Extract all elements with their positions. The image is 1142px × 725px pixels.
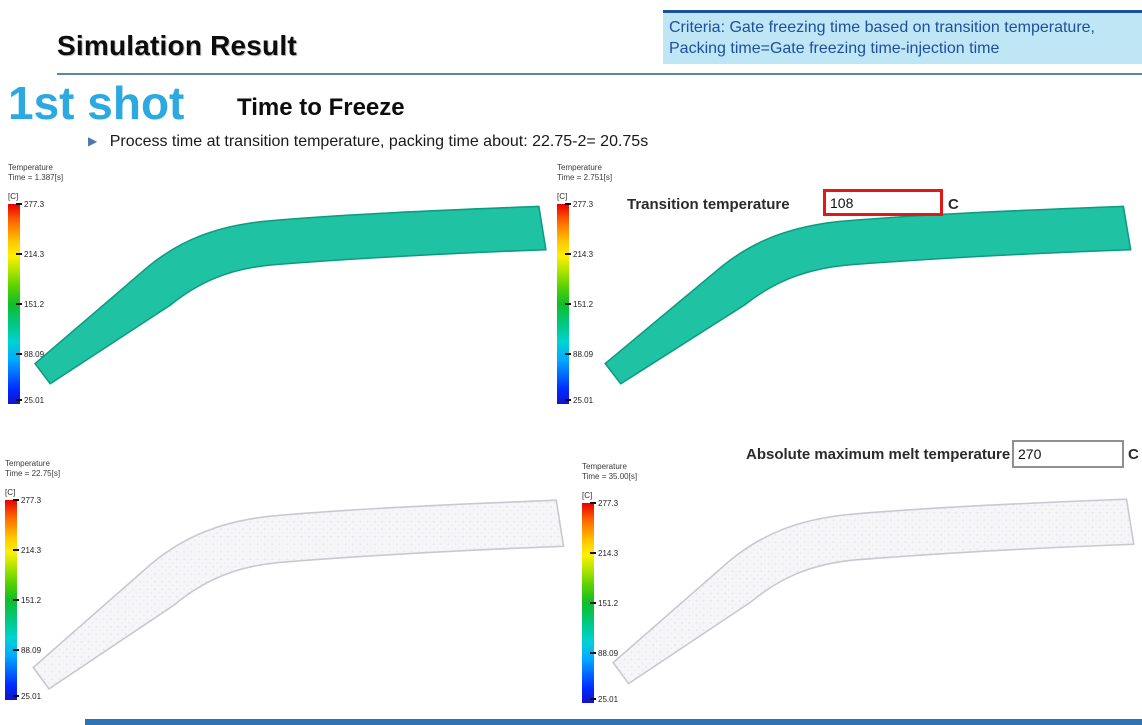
legend-unit: [C]	[8, 192, 19, 201]
tick-label: 151.2	[13, 596, 41, 605]
tick-label: 151.2	[16, 300, 44, 309]
part-body	[604, 205, 1132, 385]
part-body	[612, 498, 1135, 685]
simulation-view-freeze-partial	[32, 499, 565, 690]
tick-label: 25.01	[16, 396, 44, 405]
melt-temperature-unit: C	[1128, 446, 1139, 463]
criteria-line-1: Criteria: Gate freezing time based on tr…	[669, 19, 1095, 36]
shot-label: 1st shot	[8, 77, 185, 129]
legend-time: Time = 1.387[s]	[8, 173, 64, 182]
part-body	[32, 499, 565, 690]
legend-time: Time = 2.751[s]	[557, 173, 613, 182]
tick-label: 25.01	[590, 695, 618, 704]
section-subtitle: Time to Freeze	[237, 94, 405, 121]
legend-time: Time = 35.00[s]	[582, 472, 638, 481]
tick-label: 25.01	[13, 692, 41, 701]
tick-label: 277.3	[565, 200, 593, 209]
tick-label: 277.3	[16, 200, 44, 209]
simulation-view-freeze-complete	[612, 498, 1135, 685]
title-rule	[57, 73, 1142, 75]
transition-temperature-label: Transition temperature	[627, 196, 790, 213]
legend-title: Temperature	[582, 462, 627, 471]
tick-label: 214.3	[565, 250, 593, 259]
legend-top-right: Temperature Time = 2.751[s] [C] 277.3 21…	[557, 163, 619, 408]
footer-accent-bar	[85, 719, 1142, 725]
legend-top-left: Temperature Time = 1.387[s] [C] 277.3 21…	[8, 163, 70, 408]
legend-title: Temperature	[8, 163, 53, 172]
legend-bottom-left: Temperature Time = 22.75[s] [C] 277.3 21…	[5, 459, 67, 704]
tick-label: 88.09	[13, 646, 41, 655]
tick-label: 88.09	[565, 350, 593, 359]
melt-temperature-input[interactable]	[1012, 440, 1124, 468]
bullet-row: ▶ Process time at transition temperature…	[88, 133, 648, 151]
part-body	[34, 205, 547, 385]
simulation-view-fill-complete	[604, 205, 1132, 385]
simulation-view-fill-early	[34, 205, 547, 385]
melt-temperature-label: Absolute maximum melt temperature	[746, 446, 1011, 463]
legend-unit: [C]	[557, 192, 568, 201]
legend-title: Temperature	[557, 163, 602, 172]
tick-label: 214.3	[16, 250, 44, 259]
tick-label: 277.3	[590, 499, 618, 508]
criteria-box: Criteria: Gate freezing time based on tr…	[663, 10, 1142, 64]
legend-bottom-right: Temperature Time = 35.00[s] [C] 277.3 21…	[582, 462, 644, 707]
legend-time: Time = 22.75[s]	[5, 469, 61, 478]
tick-label: 88.09	[16, 350, 44, 359]
tick-label: 25.01	[565, 396, 593, 405]
transition-temperature-input[interactable]	[823, 189, 943, 216]
criteria-line-2: Packing time=Gate freezing time-injectio…	[669, 40, 1000, 57]
legend-unit: [C]	[5, 488, 16, 497]
transition-temperature-unit: C	[948, 196, 959, 213]
tick-label: 277.3	[13, 496, 41, 505]
legend-unit: [C]	[582, 491, 593, 500]
tick-label: 151.2	[565, 300, 593, 309]
bullet-arrow-icon: ▶	[88, 134, 98, 148]
tick-label: 88.09	[590, 649, 618, 658]
legend-title: Temperature	[5, 459, 50, 468]
bullet-text: Process time at transition temperature, …	[109, 133, 649, 150]
tick-label: 151.2	[590, 599, 618, 608]
page-title: Simulation Result	[57, 30, 297, 61]
tick-label: 214.3	[13, 546, 41, 555]
tick-label: 214.3	[590, 549, 618, 558]
